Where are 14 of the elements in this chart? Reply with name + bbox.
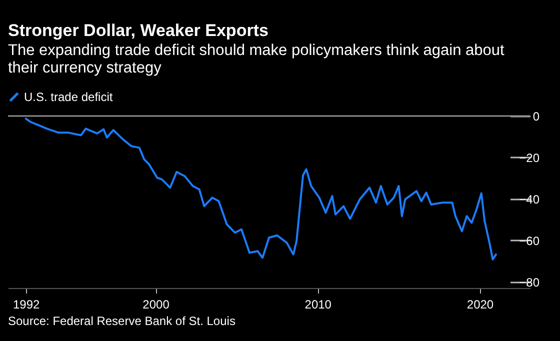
x-tick-label: 2010 (304, 298, 332, 312)
source-note: Source: Federal Reserve Bank of St. Louis (8, 314, 236, 328)
x-tick-label: 2020 (466, 298, 494, 312)
y-tick-label: −40 (519, 192, 540, 206)
chart-title: Stronger Dollar, Weaker Exports (8, 21, 268, 40)
y-tick-label: −20 (519, 150, 540, 165)
y-tick-label: 0 (532, 110, 540, 124)
line-series (24, 118, 497, 260)
y-tick-label: −60 (519, 234, 540, 248)
legend-label: U.S. trade deficit (24, 90, 114, 104)
chart-subtitle: The expanding trade deficit should make policymakers think again about their currency strategy (8, 42, 505, 76)
y-tick-label: −80 (519, 275, 540, 290)
x-tick-label: 2000 (142, 298, 170, 312)
x-tick-label: 1992 (12, 298, 40, 312)
